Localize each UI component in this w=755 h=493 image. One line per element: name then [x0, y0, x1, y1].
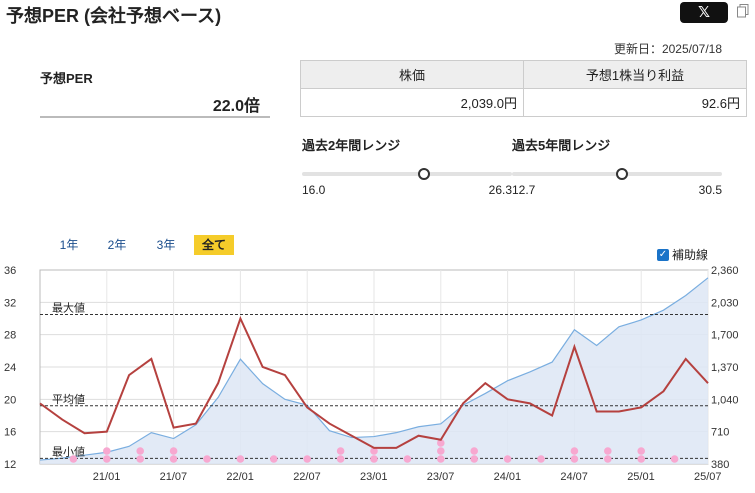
x-tick: 21/01 [93, 471, 121, 483]
y-right-tick: 2,360 [711, 265, 739, 277]
y-right-tick: 1,700 [711, 330, 739, 342]
dividend-dot [336, 455, 345, 463]
y-left-tick: 32 [4, 297, 16, 309]
range-5y-min: 12.7 [512, 183, 536, 197]
checkbox-checked-icon[interactable]: ✓ [657, 248, 669, 261]
dividend-dot [637, 447, 645, 455]
dividend-dot [169, 447, 178, 455]
x-tick: 21/07 [160, 471, 188, 483]
dividend-dot [403, 455, 412, 463]
copy-icon[interactable] [737, 4, 749, 18]
x-tick: 23/07 [427, 471, 455, 483]
reference-label: 最大値 [52, 300, 85, 314]
aux-line-label: 補助線 [672, 248, 709, 262]
range-5y-label: 過去5年間レンジ [512, 138, 611, 153]
dividend-dot [437, 439, 445, 447]
dividend-dot [437, 455, 445, 463]
y-left-tick: 12 [4, 459, 16, 471]
dividend-dot [236, 455, 245, 463]
y-left-tick: 36 [4, 265, 16, 277]
range-5y: 過去5年間レンジ 12.7 30.5 [512, 135, 722, 197]
share-x-button[interactable]: 𝕏 [680, 2, 728, 23]
tab-all[interactable]: 全て [194, 235, 234, 255]
price-eps-table: 株価 予想1株当り利益 2,039.0円 92.6円 [300, 60, 747, 117]
range-2y-max: 26.3 [488, 183, 512, 197]
range-2y-marker [418, 168, 431, 180]
per-value: 22.0倍 [212, 98, 260, 115]
dividend-dot [503, 455, 512, 463]
aux-line-toggle[interactable]: ✓ 補助線 [657, 246, 708, 263]
y-right-tick: 380 [711, 459, 729, 471]
stock-price-header: 株価 [300, 60, 524, 89]
dividend-dot [103, 447, 111, 455]
dividend-dot [270, 455, 278, 463]
reference-label: 最小値 [52, 445, 85, 458]
dividend-dot [169, 455, 178, 463]
dividend-dot [470, 447, 479, 455]
dividend-dot [670, 455, 679, 463]
y-right-tick: 1,370 [711, 362, 739, 374]
y-right-tick: 2,030 [711, 297, 739, 309]
dividend-dot [604, 447, 612, 455]
y-left-tick: 20 [4, 394, 16, 406]
eps-value: 92.6円 [523, 88, 747, 117]
dividend-dot [370, 447, 378, 455]
range-2y: 過去2年間レンジ 16.0 26.3 [302, 135, 512, 197]
dividend-dot [303, 455, 312, 463]
range-2y-min: 16.0 [302, 183, 326, 197]
per-line [39, 315, 709, 449]
dividend-dot [203, 455, 211, 463]
dividend-dot [103, 455, 111, 463]
updated-date: 更新日：2025/07/18 [613, 42, 722, 56]
price-line [39, 277, 709, 461]
dividend-dot [437, 447, 445, 455]
y-right-tick: 710 [711, 427, 729, 439]
dividend-dot [604, 455, 612, 463]
x-tick: 22/07 [293, 471, 321, 483]
x-tick: 22/01 [226, 471, 254, 483]
range-2y-track [302, 172, 512, 176]
dividend-dot [470, 455, 479, 463]
y-left-tick: 24 [4, 362, 16, 374]
dividend-dot [570, 447, 579, 455]
per-chart: 12 16 20 24 28 32 36 380 710 1,040 1,370 1,700 2,030… [4, 265, 739, 483]
x-tick: 24/07 [560, 471, 588, 483]
range-2y-label: 過去2年間レンジ [302, 138, 401, 153]
dividend-dot [370, 455, 378, 463]
x-tick: 25/07 [694, 471, 722, 483]
per-label: 予想PER [40, 71, 93, 86]
eps-header: 予想1株当り利益 [523, 60, 747, 89]
reference-label: 平均値 [52, 393, 85, 406]
price-area [40, 277, 708, 464]
stock-price-value: 2,039.0円 [300, 88, 524, 117]
x-tick: 23/01 [360, 471, 388, 483]
dividend-dot [637, 455, 645, 463]
page-title: 予想PER (会社予想ベース) [6, 6, 222, 26]
dividend-dot [69, 455, 78, 463]
dividend-dot [136, 447, 144, 455]
range-5y-marker [615, 168, 628, 180]
y-left-tick: 16 [4, 427, 16, 439]
dividend-dot [537, 455, 545, 463]
per-divider [40, 116, 270, 118]
dividend-dot [136, 455, 144, 463]
tab-1y[interactable]: 1年 [59, 238, 79, 252]
dividend-dot [336, 447, 345, 455]
tab-3y[interactable]: 3年 [156, 238, 176, 252]
dividend-dot [570, 455, 579, 463]
x-tick: 25/01 [627, 471, 655, 483]
x-tick: 24/01 [494, 471, 522, 483]
tab-2y[interactable]: 2年 [107, 238, 127, 252]
y-right-tick: 1,040 [711, 394, 739, 406]
range-5y-max: 30.5 [698, 183, 722, 197]
y-left-tick: 28 [4, 330, 16, 342]
